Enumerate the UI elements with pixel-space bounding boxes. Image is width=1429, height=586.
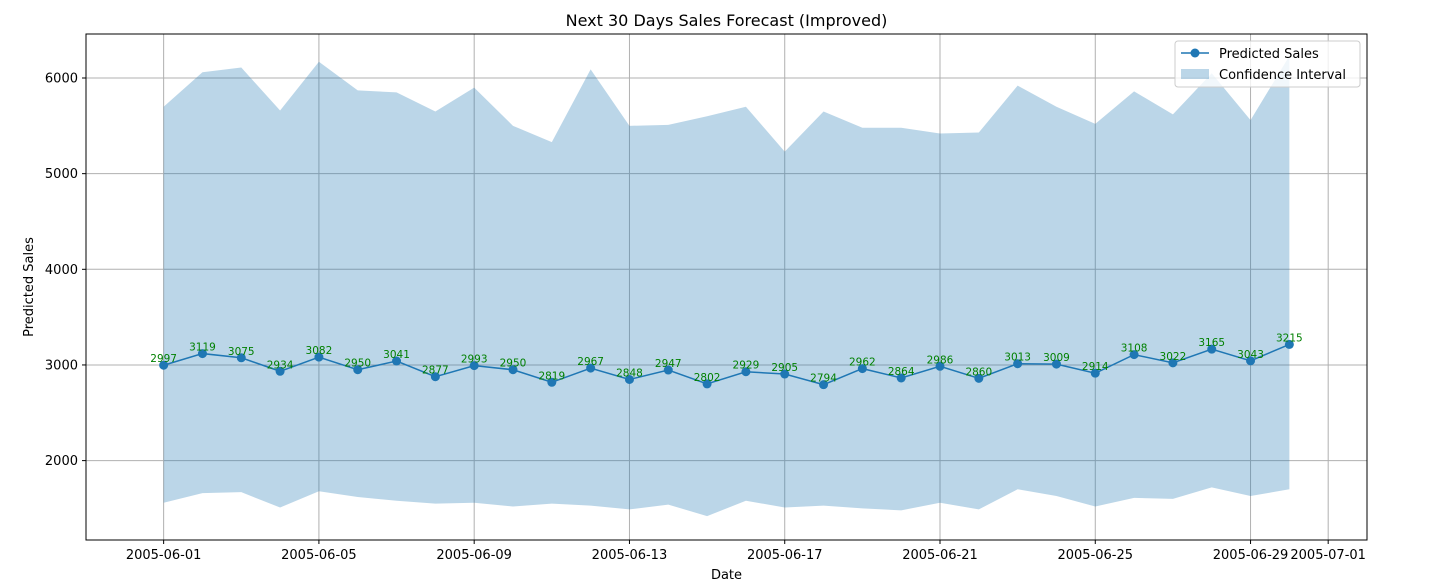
y-tick-label: 2000 [45, 454, 78, 469]
x-axis-title: Date [711, 568, 742, 583]
data-label: 2864 [888, 366, 915, 378]
data-label: 2947 [655, 358, 682, 370]
data-label: 3009 [1043, 352, 1070, 364]
data-label: 3165 [1198, 337, 1225, 349]
predicted-sales-point [1207, 344, 1217, 354]
predicted-sales-point [1129, 350, 1139, 360]
x-tick-label: 2005-06-17 [747, 548, 823, 563]
data-label: 2997 [150, 353, 177, 365]
predicted-sales-line [163, 343, 1290, 386]
predicted-sales-point [1013, 359, 1023, 369]
data-label: 2802 [694, 372, 721, 384]
data-label: 3082 [306, 345, 333, 357]
predicted-sales-point [1284, 339, 1294, 349]
data-label: 2860 [965, 366, 992, 378]
confidence-interval-band [163, 56, 1290, 517]
data-label: 2905 [771, 362, 798, 374]
data-label: 2950 [500, 358, 527, 370]
predicted-sales-point [430, 372, 440, 382]
data-label: 2967 [577, 356, 604, 368]
predicted-sales-point [935, 361, 945, 371]
predicted-sales-point [1246, 356, 1256, 366]
predicted-sales-point [624, 374, 634, 384]
predicted-sales-point [857, 364, 867, 374]
predicted-sales-point [314, 352, 324, 362]
predicted-sales-point [159, 360, 169, 370]
data-label: 3022 [1160, 351, 1187, 363]
y-tick-label: 4000 [45, 263, 78, 278]
predicted-sales-point [702, 379, 712, 389]
predicted-sales-point [275, 366, 285, 376]
data-label: 2962 [849, 357, 876, 369]
data-label: 3108 [1121, 343, 1148, 355]
predicted-sales-point [974, 373, 984, 383]
data-label: 2914 [1082, 361, 1109, 373]
legend-predicted-sales-label: Predicted Sales [1219, 47, 1319, 62]
data-label: 2993 [461, 354, 488, 366]
x-tick-label: 2005-06-21 [902, 548, 978, 563]
legend-confidence-interval-swatch [1181, 69, 1209, 79]
predicted-sales-point [1168, 358, 1178, 368]
x-tick-label: 2005-06-25 [1057, 548, 1133, 563]
x-tick-label: 2005-06-09 [436, 548, 512, 563]
plot-area-frame [85, 33, 1368, 541]
data-label: 3119 [189, 342, 216, 354]
y-tick-label: 3000 [45, 358, 78, 373]
predicted-sales-point [236, 353, 246, 363]
data-label: 2794 [810, 373, 837, 385]
data-label: 3075 [228, 346, 255, 358]
x-tick-label: 2005-06-01 [126, 548, 202, 563]
y-axis-ticks: 2000 3000 4000 5000 6000 [45, 72, 86, 469]
x-axis-ticks: 2005-06-01 2005-06-05 2005-06-09 2005-06-13… [126, 540, 1366, 563]
predicted-sales-point [353, 365, 363, 375]
predicted-sales-point [896, 373, 906, 383]
data-labels: 2997 3119 3075 2934 3082 2950 3041 2877 2993 2950… [150, 332, 1302, 384]
predicted-sales-point [819, 380, 829, 390]
x-tick-label: 2005-06-29 [1213, 548, 1289, 563]
predicted-sales-point [547, 377, 557, 387]
y-tick-label: 5000 [45, 167, 78, 182]
legend-predicted-sales-marker [1190, 48, 1200, 58]
data-label: 3215 [1276, 332, 1303, 344]
data-label: 3041 [383, 349, 410, 361]
y-tick-label: 6000 [45, 72, 78, 87]
data-label: 2950 [344, 358, 371, 370]
y-axis-title: Predicted Sales [22, 237, 37, 337]
data-label: 2819 [538, 370, 565, 382]
confidence-interval-area [163, 56, 1290, 517]
data-label: 2877 [422, 365, 449, 377]
legend: Predicted Sales Confidence Interval [1174, 40, 1361, 88]
data-label: 3013 [1004, 352, 1031, 364]
predicted-sales-point [392, 356, 402, 366]
x-tick-label: 2005-07-01 [1290, 548, 1366, 563]
x-tick-label: 2005-06-05 [281, 548, 357, 563]
data-label: 2934 [267, 359, 294, 371]
predicted-sales-point [1051, 359, 1061, 369]
legend-confidence-interval-label: Confidence Interval [1219, 68, 1346, 83]
predicted-sales-series [159, 339, 1294, 390]
predicted-sales-point [780, 369, 790, 379]
predicted-sales-point [586, 363, 596, 373]
data-label: 3043 [1237, 349, 1264, 361]
data-label: 2929 [733, 360, 760, 372]
legend-box [1174, 40, 1361, 88]
data-label: 2986 [927, 354, 954, 366]
x-tick-label: 2005-06-13 [592, 548, 668, 563]
chart-title: Next 30 Days Sales Forecast (Improved) [566, 11, 888, 30]
data-label: 2848 [616, 367, 643, 379]
predicted-sales-point [469, 361, 479, 371]
predicted-sales-point [741, 367, 751, 377]
predicted-sales-point [508, 365, 518, 375]
predicted-sales-point [1090, 368, 1100, 378]
predicted-sales-point [197, 349, 207, 359]
predicted-sales-point [663, 365, 673, 375]
